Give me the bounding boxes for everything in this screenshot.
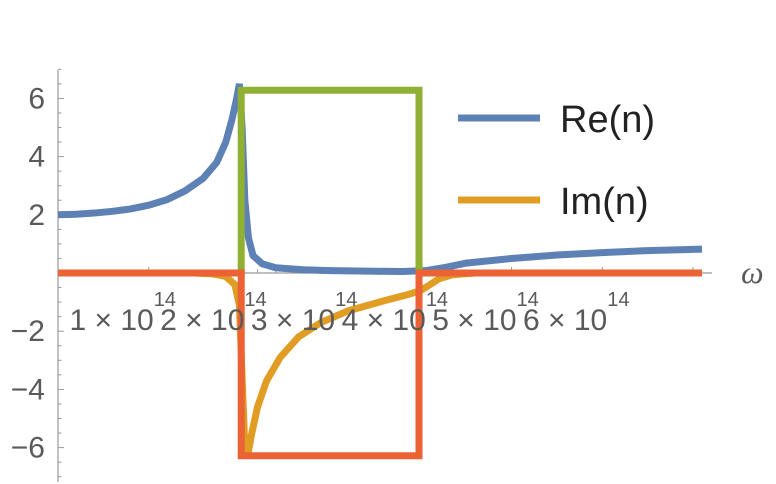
y-tick-label: −6 [11, 432, 45, 465]
y-tick-label: 6 [28, 82, 45, 115]
y-tick-label: 2 [28, 199, 45, 232]
x-tick-exponent: 14 [517, 289, 539, 311]
y-tick-label: 4 [28, 141, 45, 174]
y-tick-label: −4 [11, 373, 45, 406]
x-tick-label: 2 × 10 [160, 304, 244, 337]
series-line-1 [57, 83, 703, 276]
x-tick-exponent: 14 [335, 289, 357, 311]
legend-label: Re(n) [560, 99, 655, 141]
y-tick-label: −2 [11, 315, 45, 348]
series-line-4 [58, 269, 702, 460]
x-tick-exponent: 14 [244, 289, 266, 311]
x-tick-exponent: 14 [154, 289, 176, 311]
x-tick-exponent: 14 [607, 289, 629, 311]
x-tick-label: 6 × 10 [523, 304, 607, 337]
x-tick-label: 4 × 10 [342, 304, 426, 337]
x-tick-label: 1 × 10 [69, 304, 153, 337]
x-tick-label: 5 × 10 [432, 304, 516, 337]
x-tick-label: 3 × 10 [251, 304, 335, 337]
legend: Re(n) Im(n) [458, 99, 655, 223]
series-group [57, 83, 703, 460]
x-axis-label: ω [741, 254, 764, 290]
x-tick-exponent: 14 [426, 289, 448, 311]
legend-label: Im(n) [560, 181, 649, 223]
series-line-2 [58, 269, 702, 458]
